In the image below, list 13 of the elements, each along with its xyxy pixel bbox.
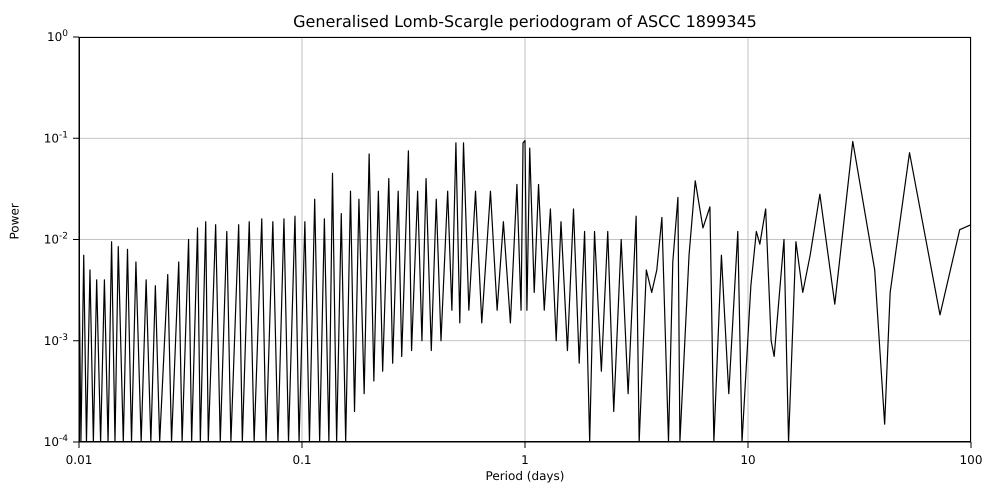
y-tick-label: 10$^{-2}$ <box>44 232 68 246</box>
x-tick-label: 0.1 <box>292 453 312 467</box>
y-axis-title: Power <box>7 203 22 240</box>
y-tick-label: 10$^{-3}$ <box>44 332 68 348</box>
x-tick-label: 100 <box>960 453 982 467</box>
chart-title: Generalised Lomb-Scargle periodogram of ASCC 1899345 <box>292 12 758 31</box>
x-tick-label: 0.01 <box>66 453 92 467</box>
y-tick-label: 10$^{-1}$ <box>44 130 68 146</box>
x-tick-label: 10 <box>740 453 756 467</box>
x-axis-title: Period (days) <box>486 469 564 483</box>
y-tick-label: 10$^{-4}$ <box>44 434 68 449</box>
x-tick-label: 1 <box>521 453 529 467</box>
y-tick-label: 10$^{0}$ <box>46 29 68 44</box>
